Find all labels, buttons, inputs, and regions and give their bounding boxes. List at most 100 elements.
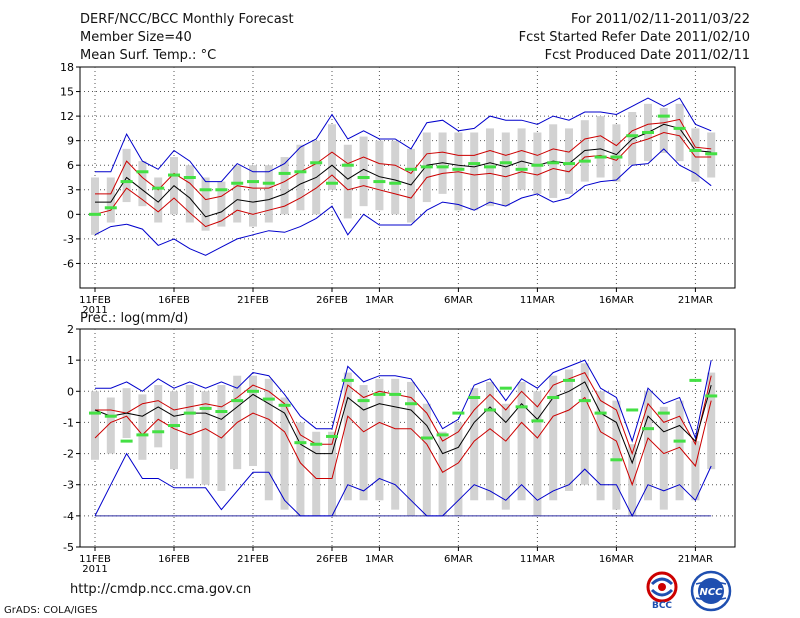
y-tick-label: -3 xyxy=(63,479,74,492)
x-tick-label: 26FEB xyxy=(316,295,348,306)
observed-marker xyxy=(294,441,307,445)
range-box xyxy=(375,140,384,211)
observed-marker xyxy=(563,378,575,382)
series-line-p25 xyxy=(94,131,712,228)
range-box xyxy=(280,397,289,510)
range-box xyxy=(454,422,463,516)
observed-marker xyxy=(594,411,607,415)
observed-marker xyxy=(547,161,560,165)
x-tick-label: 1MAR xyxy=(365,295,394,306)
x-tick-label: 21FEB xyxy=(237,295,269,306)
observed-marker xyxy=(357,176,370,179)
range-box xyxy=(549,375,558,501)
range-box xyxy=(675,400,684,501)
observed-marker xyxy=(231,181,244,185)
range-box xyxy=(565,128,573,194)
observed-marker xyxy=(420,436,433,440)
range-box xyxy=(185,165,194,223)
observed-marker xyxy=(215,410,228,414)
range-box xyxy=(533,391,542,516)
range-box xyxy=(91,391,99,460)
range-box xyxy=(628,444,637,516)
observed-marker xyxy=(341,163,354,167)
observed-marker xyxy=(104,414,117,418)
y-tick-label: -6 xyxy=(63,257,74,270)
y-tick-label: -2 xyxy=(63,448,74,461)
y-tick-label: 18 xyxy=(60,61,74,74)
member-size: Member Size=40 xyxy=(80,30,192,45)
observed-marker xyxy=(247,389,259,393)
x-tick-label: 16MAR xyxy=(599,295,634,306)
observed-marker xyxy=(120,180,133,184)
observed-marker xyxy=(247,180,259,184)
observed-marker xyxy=(326,181,338,185)
bcc-logo-text: BCC xyxy=(652,601,672,610)
source-url[interactable]: http://cmdp.ncc.cma.gov.cn xyxy=(70,582,252,597)
produced-date: Fcst Produced Date 2011/02/11 xyxy=(544,48,750,63)
x-tick-label: 16MAR xyxy=(599,554,634,565)
variable-label: Mean Surf. Temp.: °C xyxy=(80,48,217,63)
range-box xyxy=(659,406,668,510)
observed-marker xyxy=(310,442,323,446)
range-box xyxy=(201,177,210,231)
range-box xyxy=(154,177,163,223)
observed-marker xyxy=(104,206,117,210)
range-box xyxy=(596,391,605,501)
range-box xyxy=(612,124,621,182)
observed-marker xyxy=(357,399,370,403)
y-tick-label: 1 xyxy=(67,354,74,367)
x-tick-label: 16FEB xyxy=(158,554,190,565)
x-tick-label: 21MAR xyxy=(678,554,713,565)
observed-marker xyxy=(389,392,402,396)
observed-marker xyxy=(531,163,544,167)
observed-marker xyxy=(183,176,196,179)
y-tick-label: 3 xyxy=(67,184,74,197)
observed-marker xyxy=(294,170,307,174)
x-tick-label: 26FEB xyxy=(316,554,348,565)
precip-panel-title: Prec.: log(mm/d) xyxy=(80,311,188,326)
x-tick-label: 11FEB xyxy=(79,554,111,565)
observed-marker xyxy=(436,433,449,437)
range-box xyxy=(501,132,510,207)
observed-marker xyxy=(610,458,623,462)
observed-marker xyxy=(484,408,496,412)
observed-marker xyxy=(262,397,275,401)
observed-marker xyxy=(405,402,417,406)
observed-marker xyxy=(341,378,354,382)
observed-marker xyxy=(673,439,686,443)
observed-marker xyxy=(499,386,512,390)
y-tick-label: -1 xyxy=(63,416,74,429)
observed-marker xyxy=(515,405,528,409)
range-box xyxy=(422,403,431,516)
plot-frame xyxy=(79,328,736,548)
range-box xyxy=(691,441,700,501)
observed-marker xyxy=(657,411,670,415)
ncc-logo-text: NCC xyxy=(699,587,723,598)
range-box xyxy=(596,116,605,178)
plot-frame xyxy=(79,66,736,289)
range-box xyxy=(280,157,289,215)
range-box xyxy=(517,381,526,501)
range-box xyxy=(233,165,242,223)
x-tick-label: 21FEB xyxy=(237,554,269,565)
observed-marker xyxy=(657,114,670,118)
range-box xyxy=(264,165,273,223)
observed-marker xyxy=(673,126,686,130)
x-tick-label: 11FEB xyxy=(79,295,111,306)
range-box xyxy=(343,144,352,219)
range-box xyxy=(517,128,526,190)
y-tick-label: -5 xyxy=(63,541,74,554)
observed-marker xyxy=(152,186,165,190)
observed-marker xyxy=(531,419,544,423)
observed-marker xyxy=(484,165,496,169)
refer-date: Fcst Started Refer Date 2011/02/10 xyxy=(518,30,750,45)
y-tick-label: 15 xyxy=(60,86,74,99)
y-tick-label: -4 xyxy=(63,510,74,523)
series-line-mean xyxy=(94,381,712,465)
range-box xyxy=(138,394,147,460)
observed-marker xyxy=(436,165,449,169)
observed-marker xyxy=(689,148,702,152)
range-box xyxy=(470,132,479,211)
observed-marker xyxy=(373,180,386,184)
observed-marker xyxy=(389,181,402,185)
